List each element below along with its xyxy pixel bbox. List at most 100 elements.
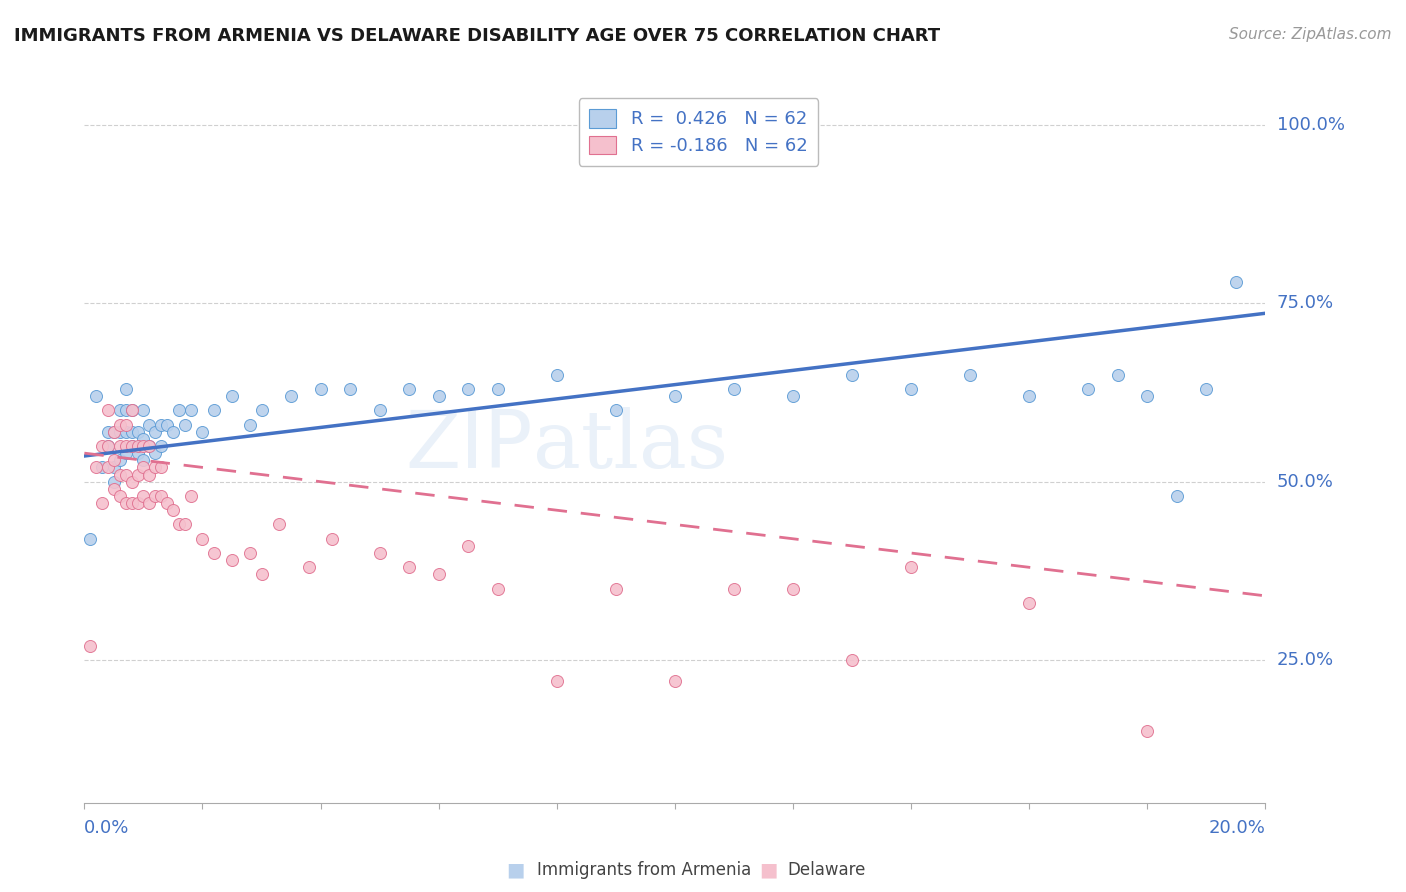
Point [173,517,195,532]
Point [269,517,291,532]
Point [1077,382,1099,396]
Point [127,446,149,460]
Point [457,539,479,553]
Point [1018,389,1040,403]
Point [605,582,627,596]
Point [132,403,155,417]
Point [457,382,479,396]
Point [1136,389,1159,403]
Point [221,389,243,403]
Point [180,403,202,417]
Text: ZIP: ZIP [406,407,533,485]
Point [250,403,273,417]
Point [127,439,149,453]
Point [239,546,262,560]
Point [108,453,131,467]
Point [121,403,143,417]
Point [398,560,420,574]
Point [723,382,745,396]
Point [108,489,131,503]
Point [427,389,450,403]
Point [546,368,568,382]
Point [114,496,136,510]
Point [91,439,114,453]
Point [114,439,136,453]
Point [103,475,125,489]
Point [1195,382,1218,396]
Point [79,639,101,653]
Point [121,425,143,439]
Point [143,425,166,439]
Point [180,489,202,503]
Point [723,582,745,596]
Point [167,517,190,532]
Point [91,460,114,475]
Point [546,674,568,689]
Text: Source: ZipAtlas.com: Source: ZipAtlas.com [1229,27,1392,42]
Point [103,425,125,439]
Point [368,403,391,417]
Point [108,425,131,439]
Point [221,553,243,567]
Point [121,439,143,453]
Point [97,403,120,417]
Text: ■: ■ [506,860,524,880]
Point [84,460,107,475]
Point [138,439,160,453]
Point [138,496,160,510]
Point [156,496,179,510]
Point [1166,489,1188,503]
Point [156,417,179,432]
Point [900,382,922,396]
Point [84,389,107,403]
Point [97,460,120,475]
Point [486,382,509,396]
Point [114,417,136,432]
Point [250,567,273,582]
Point [162,503,184,517]
Point [782,389,804,403]
Point [138,439,160,453]
Point [114,425,136,439]
Point [121,403,143,417]
Point [138,417,160,432]
Point [79,532,101,546]
Point [841,368,863,382]
Point [108,417,131,432]
Point [1018,596,1040,610]
Point [132,439,155,453]
Text: atlas: atlas [533,407,728,485]
Point [114,446,136,460]
Point [150,489,173,503]
Point [91,496,114,510]
Point [132,453,155,467]
Point [127,496,149,510]
Point [132,489,155,503]
Text: 75.0%: 75.0% [1277,294,1334,312]
Point [138,467,160,482]
Text: Immigrants from Armenia: Immigrants from Armenia [537,861,751,879]
Point [127,467,149,482]
Point [167,403,190,417]
Point [398,382,420,396]
Text: ■: ■ [759,860,778,880]
Point [1136,724,1159,739]
Point [321,532,343,546]
Point [150,460,173,475]
Point [782,582,804,596]
Point [309,382,332,396]
Point [108,403,131,417]
Point [97,425,120,439]
Point [108,467,131,482]
Text: 50.0%: 50.0% [1277,473,1333,491]
Point [114,467,136,482]
Point [108,439,131,453]
Text: 25.0%: 25.0% [1277,651,1334,669]
Point [173,417,195,432]
Point [202,403,225,417]
Point [103,453,125,467]
Point [664,389,686,403]
Point [127,425,149,439]
Text: 20.0%: 20.0% [1209,820,1265,838]
Text: 100.0%: 100.0% [1277,116,1344,134]
